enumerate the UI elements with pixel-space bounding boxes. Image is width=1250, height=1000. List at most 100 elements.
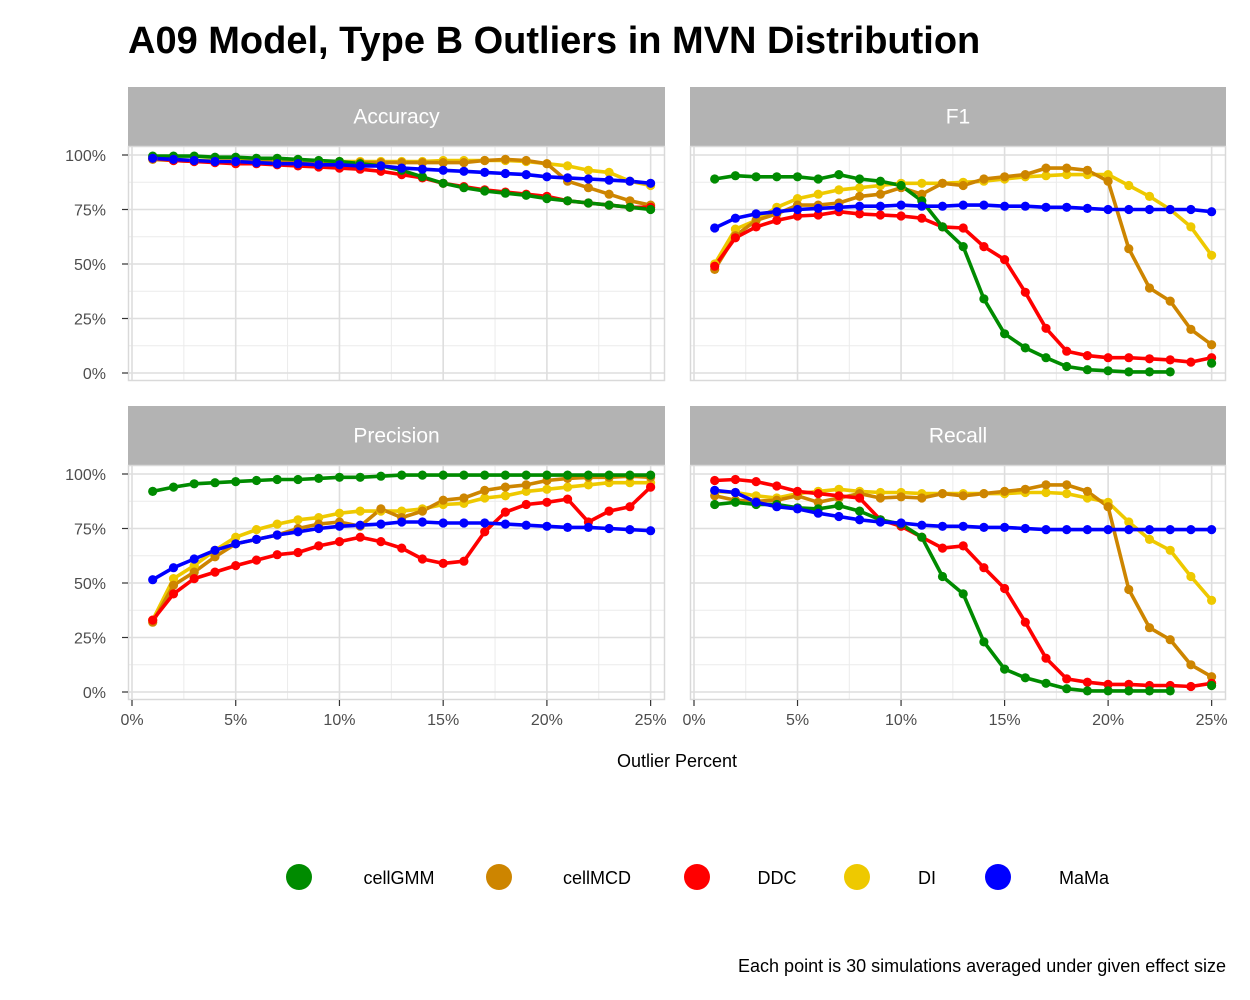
- y-tick-label: 25%: [74, 631, 106, 648]
- point-mama-recall: [751, 497, 761, 507]
- panel-accuracy: Accuracy: [127, 87, 666, 382]
- point-di-precision: [251, 525, 262, 535]
- point-di-precision: [293, 515, 303, 525]
- point-cellgmm-recall: [958, 589, 968, 599]
- point-di-f1: [1144, 191, 1155, 201]
- point-cellgmm-precision: [521, 470, 531, 480]
- x-axis-title: Outlier Percent: [617, 751, 737, 771]
- strip-accuracy: [128, 87, 665, 146]
- point-cellgmm-f1: [834, 170, 844, 180]
- strip-f1: [690, 87, 1226, 146]
- point-cellmcd-accuracy: [459, 158, 469, 168]
- point-cellgmm-accuracy: [542, 194, 552, 204]
- point-mama-f1: [875, 201, 886, 211]
- point-ddc-precision: [189, 574, 199, 584]
- point-ddc-f1: [1082, 351, 1092, 361]
- point-mama-recall: [1144, 525, 1155, 535]
- point-cellmcd-precision: [438, 495, 448, 505]
- point-cellgmm-accuracy: [583, 198, 594, 208]
- point-mama-precision: [417, 517, 427, 527]
- point-mama-precision: [604, 523, 614, 534]
- point-cellgmm-precision: [231, 477, 241, 487]
- point-ddc-f1: [772, 215, 782, 225]
- point-ddc-recall: [751, 477, 761, 487]
- x-tick-label: 25%: [1196, 712, 1228, 729]
- point-cellgmm-accuracy: [625, 202, 635, 212]
- point-cellmcd-recall: [1041, 480, 1051, 490]
- point-ddc-precision: [293, 547, 303, 558]
- y-tick-label: 50%: [74, 257, 106, 274]
- point-mama-accuracy: [563, 173, 573, 183]
- point-ddc-precision: [521, 499, 531, 510]
- series-group-accuracy: [148, 151, 656, 215]
- point-cellgmm-recall: [1062, 684, 1072, 694]
- point-di-f1: [792, 194, 803, 204]
- point-mama-precision: [189, 554, 199, 564]
- point-di-recall: [1124, 517, 1134, 527]
- point-cellgmm-recall: [1207, 680, 1217, 691]
- point-mama-f1: [772, 207, 782, 217]
- point-mama-precision: [625, 525, 635, 535]
- legend-label-cellgmm: cellGMM: [364, 868, 435, 888]
- panels: Accuracy F1 Precision Recall: [127, 87, 1227, 701]
- caption: Each point is 30 simulations averaged un…: [738, 956, 1226, 976]
- point-mama-f1: [1082, 203, 1092, 213]
- point-cellgmm-f1: [1124, 367, 1134, 377]
- point-mama-f1: [855, 201, 865, 211]
- point-cellmcd-recall: [979, 489, 989, 499]
- point-cellmcd-f1: [1041, 163, 1051, 173]
- point-di-f1: [1124, 180, 1134, 191]
- point-ddc-recall: [813, 489, 823, 499]
- point-mama-f1: [792, 204, 803, 215]
- series-group-precision: [148, 470, 656, 627]
- point-cellmcd-f1: [1207, 340, 1217, 350]
- point-cellmcd-precision: [210, 552, 220, 562]
- panel-border-f1: [689, 145, 1227, 382]
- point-mama-recall: [1062, 525, 1072, 535]
- point-di-precision: [583, 480, 594, 490]
- point-cellmcd-f1: [958, 180, 968, 191]
- point-di-recall: [834, 484, 844, 494]
- x-tick-label: 15%: [427, 712, 459, 729]
- legend-label-ddc: DDC: [758, 868, 797, 888]
- point-cellgmm-f1: [1165, 367, 1175, 377]
- point-cellmcd-precision: [168, 580, 179, 590]
- point-ddc-f1: [1062, 346, 1072, 356]
- point-di-precision: [521, 486, 531, 496]
- point-cellmcd-precision: [500, 482, 510, 492]
- point-cellgmm-precision: [210, 478, 220, 488]
- point-mama-accuracy: [355, 161, 365, 171]
- point-cellgmm-f1: [1000, 329, 1010, 339]
- strip-label-accuracy: Accuracy: [353, 106, 440, 129]
- strip-label-f1: F1: [946, 106, 971, 129]
- legend: cellGMM cellMCD DDC DI MaMa: [286, 864, 1110, 890]
- y-tick-label: 100%: [65, 467, 106, 484]
- point-cellmcd-f1: [937, 178, 948, 188]
- point-cellgmm-accuracy: [480, 186, 490, 196]
- point-cellmcd-recall: [875, 493, 886, 503]
- point-cellgmm-precision: [542, 470, 552, 480]
- point-mama-accuracy: [500, 168, 510, 179]
- x-tick-label: 10%: [323, 712, 355, 729]
- point-ddc-f1: [710, 261, 720, 271]
- legend-key-ddc: [684, 864, 710, 890]
- point-cellgmm-recall: [710, 499, 720, 510]
- point-ddc-f1: [1000, 255, 1010, 265]
- gridlines-precision: [128, 465, 665, 700]
- point-cellgmm-accuracy: [563, 196, 573, 206]
- point-mama-accuracy: [334, 160, 345, 170]
- point-cellgmm-precision: [293, 474, 303, 485]
- point-mama-f1: [1062, 202, 1072, 212]
- point-di-f1: [1041, 171, 1051, 181]
- point-ddc-precision: [148, 615, 158, 625]
- point-di-recall: [1082, 493, 1092, 503]
- point-mama-recall: [917, 520, 927, 530]
- point-mama-f1: [937, 201, 948, 211]
- point-cellmcd-f1: [1020, 170, 1030, 180]
- point-ddc-f1: [751, 222, 761, 232]
- point-mama-accuracy: [210, 156, 220, 167]
- point-cellgmm-f1: [979, 294, 989, 304]
- point-mama-precision: [148, 575, 158, 585]
- point-ddc-f1: [917, 213, 927, 223]
- x-tick-label: 20%: [1092, 712, 1124, 729]
